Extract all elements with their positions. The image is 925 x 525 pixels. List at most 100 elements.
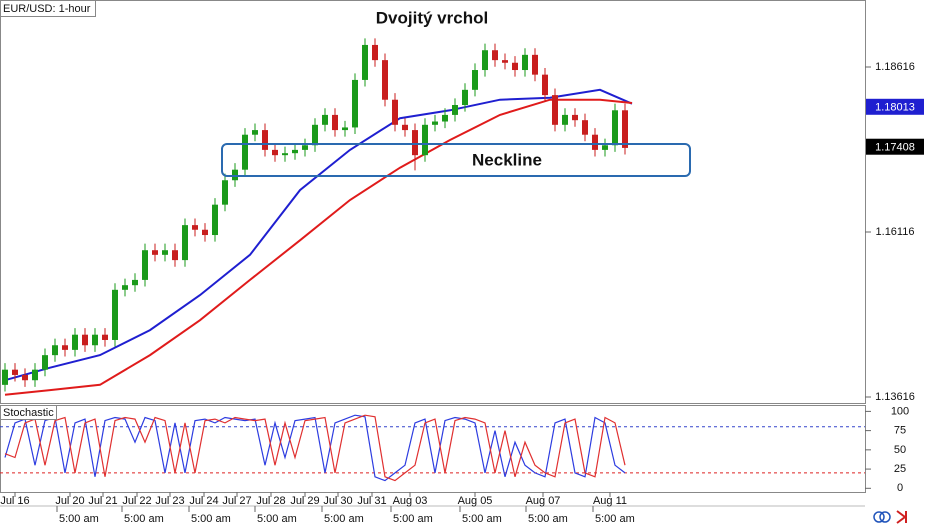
x-minor-tick-label: 5:00 am	[528, 513, 568, 525]
x-minor-tick-label: 5:00 am	[191, 513, 231, 525]
x-tick-label: Aug 03	[393, 495, 428, 507]
candle-body	[132, 279, 138, 286]
candle-body	[562, 114, 568, 125]
candle-body	[182, 225, 188, 261]
candle-body	[422, 124, 428, 156]
candle-body	[342, 127, 348, 131]
x-tick-label: Jul 24	[189, 495, 218, 507]
candle-body	[602, 145, 608, 150]
x-tick-label: Jul 27	[222, 495, 251, 507]
candle-body	[512, 62, 518, 71]
x-minor-tick-label: 5:00 am	[59, 513, 99, 525]
candle-body	[282, 153, 288, 156]
candle-body	[522, 54, 528, 71]
candle-body	[72, 334, 78, 350]
candle-body	[552, 95, 558, 125]
candle-body	[192, 225, 198, 230]
x-tick-label: Aug 07	[526, 495, 561, 507]
x-tick-label: Jul 30	[323, 495, 352, 507]
y-tick-label: 1.16116	[876, 226, 915, 238]
candle-body	[462, 89, 468, 106]
candle-body	[262, 130, 268, 150]
x-minor-tick-label: 5:00 am	[124, 513, 164, 525]
link-icon-2[interactable]	[879, 511, 891, 523]
moving-average	[4, 88, 633, 382]
candle-body	[622, 110, 628, 148]
candle-body	[432, 121, 438, 125]
candle-body	[42, 355, 48, 370]
y-tick-label: 100	[891, 405, 909, 417]
candle-body	[502, 60, 508, 63]
indicator-box	[0, 405, 57, 420]
candle-body	[172, 250, 178, 261]
x-minor-tick-label: 5:00 am	[393, 513, 433, 525]
y-tick-label: 0	[897, 482, 903, 494]
candle-body	[292, 149, 298, 154]
x-tick-label: Jul 16	[0, 495, 29, 507]
candle-body	[152, 250, 158, 255]
candle-body	[612, 110, 618, 146]
x-tick-label: Jul 31	[357, 495, 386, 507]
y-tick-label: 50	[894, 444, 906, 456]
y-tick-label: 75	[894, 425, 906, 437]
candle-body	[82, 334, 88, 346]
candle-body	[222, 180, 228, 205]
candle-body	[252, 130, 258, 135]
x-tick-label: Jul 29	[290, 495, 319, 507]
stochastic-line	[4, 414, 626, 482]
candle-body	[92, 334, 98, 346]
x-tick-label: Jul 22	[122, 495, 151, 507]
plot-layer: 1.13616 1.16116 1.18616 1.18013 1.17408 0 25 50…	[0, 38, 924, 525]
candle-body	[382, 60, 388, 100]
y-tick-label: 25	[894, 463, 906, 475]
candle-body	[472, 70, 478, 90]
price-marker	[866, 98, 924, 115]
candle-body	[492, 50, 498, 61]
moving-average	[4, 98, 633, 396]
x-minor-tick-label: 5:00 am	[462, 513, 502, 525]
neckline-label: Neckline	[472, 150, 542, 169]
toolbar-icons[interactable]	[873, 510, 907, 524]
x-tick-label: Jul 23	[155, 495, 184, 507]
candle-body	[332, 114, 338, 131]
candle-body	[142, 250, 148, 280]
candle-body	[2, 369, 8, 385]
candle-body	[202, 229, 208, 236]
y-tick-label: 1.18616	[875, 61, 915, 73]
x-tick-label: Jul 28	[256, 495, 285, 507]
candle-body	[312, 124, 318, 146]
candle-body	[482, 50, 488, 71]
link-icon[interactable]	[873, 511, 885, 523]
candle-body	[372, 44, 378, 61]
price-marker-label: 1.17408	[875, 142, 915, 154]
x-minor-tick-label: 5:00 am	[595, 513, 635, 525]
candle-body	[322, 114, 328, 125]
scroll-end-icon[interactable]	[896, 510, 907, 524]
x-tick-label: Aug 11	[593, 495, 627, 507]
candle-body	[302, 145, 308, 150]
candle-body	[162, 250, 168, 255]
candle-body	[532, 54, 538, 75]
candle-body	[212, 204, 218, 236]
candle-body	[102, 334, 108, 340]
price-marker-label: 1.18013	[875, 102, 915, 114]
symbol-label: EUR/USD: 1-hour	[3, 3, 91, 15]
neckline-box	[221, 143, 691, 177]
x-tick-label: Jul 20	[55, 495, 84, 507]
candle-body	[232, 169, 238, 181]
indicator-label: Stochastic	[3, 407, 54, 419]
candle-body	[452, 105, 458, 115]
candle-body	[242, 134, 248, 170]
candle-body	[52, 345, 58, 356]
y-tick-label: 1.13616	[875, 391, 915, 403]
chart-title: Dvojitý vrchol	[376, 8, 488, 27]
symbol-box	[0, 0, 96, 17]
candle-body	[392, 99, 398, 125]
candle-body	[412, 130, 418, 156]
x-tick-label: Jul 21	[88, 495, 117, 507]
candle-body	[352, 79, 358, 128]
candle-body	[592, 134, 598, 150]
candle-body	[402, 124, 408, 131]
